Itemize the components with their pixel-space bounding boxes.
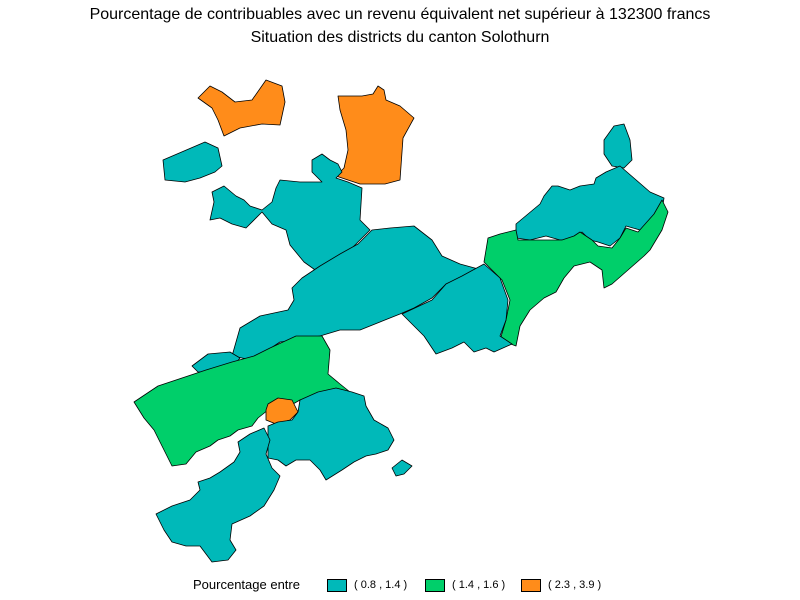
district-south-lower[interactable] (155, 427, 281, 563)
legend-range-class3: ( 2.3 , 3.9 ) (548, 579, 602, 591)
legend-label: Pourcentage entre (193, 577, 300, 592)
legend-swatch-class2 (425, 579, 445, 592)
legend-swatch-class1 (327, 579, 347, 592)
district-southeast[interactable] (267, 387, 395, 481)
legend: Pourcentage entre ( 0.8 , 1.4 ) ( 1.4 , … (0, 576, 800, 596)
map-subtitle: Situation des districts du canton Soloth… (250, 29, 550, 46)
legend-range-class1: ( 0.8 , 1.4 ) (354, 579, 408, 591)
legend-swatch-class3 (521, 579, 541, 592)
district-north-center[interactable] (335, 85, 415, 185)
district-southeast-center[interactable] (401, 263, 513, 355)
district-east[interactable] (483, 199, 669, 347)
legend-range-class2: ( 1.4 , 1.6 ) (452, 579, 506, 591)
district-north-exclave[interactable] (197, 79, 286, 137)
district-northwest-central[interactable] (209, 153, 371, 273)
district-northwest-exclave[interactable] (162, 141, 223, 183)
district-east-island[interactable] (391, 459, 413, 477)
map-title: Pourcentage de contribuables avec un rev… (89, 6, 711, 23)
district-northeast-island[interactable] (603, 123, 633, 169)
